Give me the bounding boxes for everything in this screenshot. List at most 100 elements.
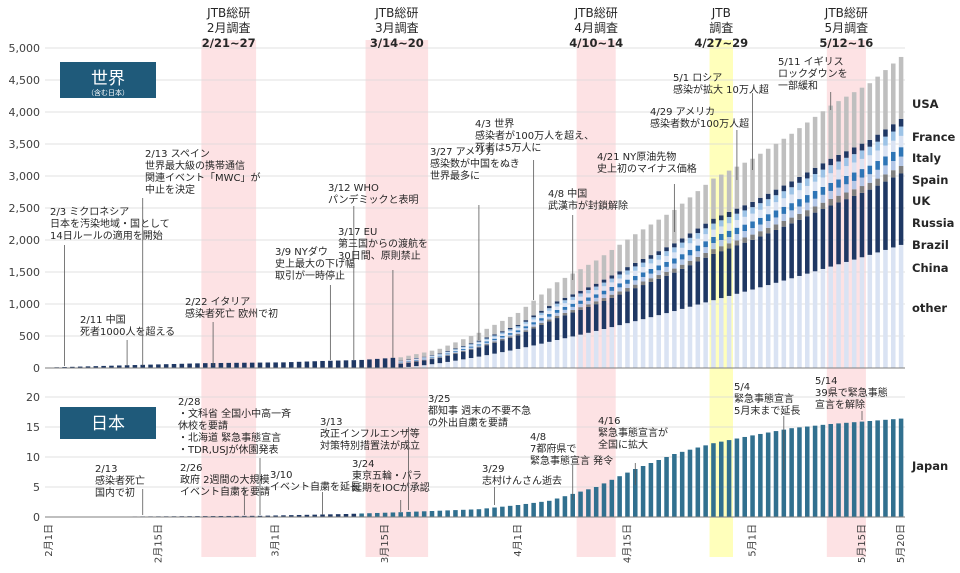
world-bar-segment-uk (609, 286, 615, 291)
world-bar (382, 358, 388, 368)
world-bar (359, 359, 364, 368)
world-bar-segment-usa (719, 174, 724, 216)
world-bar-segment-russia (586, 300, 591, 305)
legend-label-usa: USA (912, 97, 939, 111)
callout-text: 感染者が100万人を超え、 (475, 129, 594, 142)
callout-text: 東京五輪・パラ (352, 469, 422, 482)
world-bar-segment-brazil (633, 284, 638, 289)
world-bar-segment-usa (539, 294, 544, 311)
world-bar-segment-other (492, 353, 497, 368)
world-bar-segment-other (812, 271, 818, 368)
callout-text: ・文科省 全国小中高一斉 (178, 407, 291, 420)
world-bar-segment-france (500, 331, 505, 333)
world-bar-segment-usa (625, 239, 630, 268)
world-bar-segment-spain (500, 334, 505, 336)
world-bar-segment-spain (578, 296, 583, 301)
world-bar-segment-uk (875, 161, 880, 170)
world-bar-segment-usa (484, 328, 489, 338)
world-bar-segment-usa (453, 342, 458, 349)
world-bar-segment-russia (851, 180, 857, 190)
world-bar-segment-uk (421, 358, 427, 360)
world-bar-segment-usa (797, 128, 802, 177)
world-bar-segment-uk (398, 362, 403, 363)
world-bar-segment-uk (484, 341, 489, 343)
callout-text: 2/26 (180, 463, 202, 474)
world-bar-segment-uk (687, 249, 693, 256)
japan-bar (367, 513, 372, 517)
survey-name: 4月調査 (574, 21, 618, 35)
world-bar-segment-spain (515, 328, 521, 331)
callout-text: 死者は5万人に (475, 142, 541, 154)
legend-label-other: other (912, 301, 947, 315)
world-bar-segment-russia (719, 240, 724, 247)
x-tick-label: 3月15日 (379, 524, 391, 563)
world-bar-segment-italy (429, 355, 435, 357)
world-bar-segment-spain (570, 299, 575, 304)
world-bar-segment-brazil (773, 224, 779, 230)
world-bar-segment-usa (851, 92, 857, 148)
world-bar-segment-other (507, 350, 513, 368)
survey-range: 2/21~27 (202, 36, 256, 50)
world-bar (265, 362, 271, 368)
world-bar-segment-russia (531, 324, 536, 327)
world-bar-segment-china (726, 248, 732, 296)
world-bar-segment-other (468, 358, 474, 368)
survey-name: 5月調査 (825, 21, 869, 35)
world-bar-segment-usa (437, 348, 443, 354)
world-bar-segment-france (562, 297, 568, 301)
world-bar-segment-italy (414, 358, 419, 360)
world-bar-segment-usa (507, 316, 513, 329)
world-bar-segment-france (734, 208, 740, 214)
world-bar-segment-usa (820, 111, 826, 164)
legend-label-italy: Italy (912, 151, 941, 165)
world-bar-segment-other (844, 261, 849, 368)
japan-bars (46, 418, 904, 518)
x-tick-label: 2月1日 (43, 524, 55, 557)
world-bar (257, 362, 263, 368)
japan-y-tick-label: 0 (33, 511, 40, 524)
world-bar-segment-uk (414, 359, 419, 361)
callout-text: 関連イベント「MWC」が (145, 171, 261, 184)
world-bar-segment-russia (828, 190, 833, 199)
world-bar-segment-italy (734, 213, 740, 221)
world-bar-segment-brazil (593, 301, 599, 305)
callout-text: 14日ルールの適用を開始 (50, 229, 163, 242)
world-bar-segment-usa (547, 288, 552, 307)
world-bar-segment-france (726, 211, 732, 217)
world-bar-segment-france (828, 158, 833, 166)
world-bar-segment-france (672, 243, 677, 248)
world-bar-segment-brazil (711, 249, 716, 254)
world-bar-segment-other (445, 361, 450, 368)
world-bar-segment-china (461, 351, 466, 360)
japan-bar (609, 479, 615, 517)
world-bar-segment-brazil (554, 315, 560, 319)
world-bar-segment-usa (570, 273, 575, 295)
world-bar-segment-other (773, 282, 779, 368)
world-bar-segment-china (812, 212, 818, 272)
world-bar-segment-russia (711, 243, 716, 250)
world-bar-segment-italy (625, 270, 630, 275)
world-bar-segment-uk (429, 357, 435, 358)
world-bar-segment-uk (562, 306, 568, 310)
callout-text: 緊急事態宣言 (734, 392, 794, 405)
callout-text: 3/25 (428, 394, 450, 405)
world-bar-segment-brazil (703, 253, 708, 258)
world-bar-segment-china (484, 345, 489, 356)
japan-bar (312, 514, 317, 517)
callout-text: 4/29 アメリカ (650, 106, 715, 118)
world-bar-segment-russia (593, 297, 599, 302)
world-bar-segment-brazil (625, 288, 630, 292)
callout-text: 感染者数が100万人超 (650, 117, 749, 130)
world-bar-segment-china (515, 335, 521, 349)
world-bar-segment-usa (531, 300, 536, 316)
world-bar-segment-uk (523, 326, 529, 329)
world-bar-segment-china (898, 173, 904, 245)
world-bar-segment-italy (617, 274, 622, 279)
japan-bar (328, 514, 333, 517)
world-bar-segment-uk (891, 151, 896, 161)
world-bar-segment-usa (789, 133, 794, 182)
world-bar-segment-china (507, 337, 513, 351)
world-bar-segment-other (781, 280, 787, 368)
